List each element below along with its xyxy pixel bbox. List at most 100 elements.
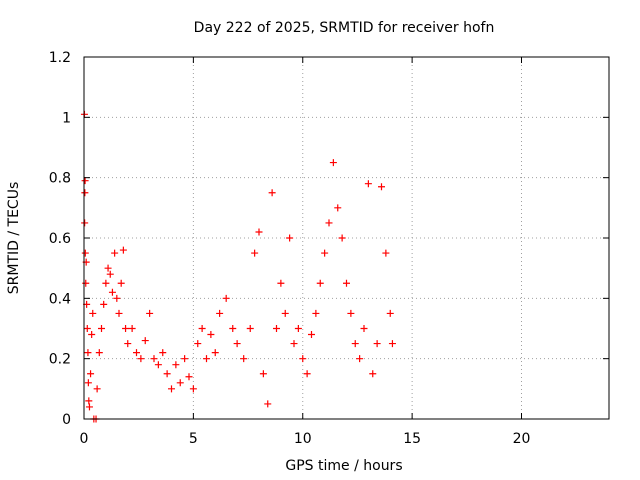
data-point [347,309,355,317]
data-point [185,373,193,381]
tick-labels-layer: 0 0.2 0.4 0.6 0.8 1 1.2 0 5 10 15 20 [49,50,531,447]
data-point [303,370,311,378]
data-point [207,331,215,339]
data-point [268,189,276,197]
y-tick-label: 0.4 [49,291,71,307]
data-point [133,349,140,357]
data-point [104,264,112,272]
data-point [382,249,390,257]
data-point [369,370,377,378]
data-point [81,219,89,227]
data-point [154,361,162,369]
data-point [194,340,202,348]
data-point [98,325,105,332]
data-point [189,385,197,393]
x-tick-label: 0 [80,431,89,447]
data-point [83,325,91,332]
y-axis-label: SRMTID / TECUs [6,182,22,295]
data-point [84,379,92,387]
plot-frame [83,56,610,420]
data-point [294,325,302,332]
chart-title: Day 222 of 2025, SRMTID for receiver hof… [194,20,495,36]
data-point [115,309,123,317]
data-point [150,355,158,363]
y-tick-label: 0.8 [49,171,71,187]
data-point [95,349,103,357]
data-point [119,246,127,254]
data-point [111,249,119,257]
data-point [251,249,259,257]
data-point [321,249,329,257]
data-point [81,189,89,197]
data-point [137,355,145,363]
data-point [128,325,136,332]
data-point [89,309,97,317]
y-tick-label: 0 [62,412,71,428]
data-point [87,370,95,378]
y-tick-label: 0.2 [49,352,71,368]
y-tick-label: 0.6 [49,231,71,247]
data-point [82,279,90,287]
data-point [325,219,333,227]
data-point [308,331,315,339]
data-point [106,270,114,278]
data-point [334,204,342,212]
data-point [203,355,210,363]
data-point [93,385,101,393]
data-points-layer [80,110,396,423]
data-point [168,385,175,393]
data-point [388,340,396,348]
data-point [246,325,254,332]
grid-layer [84,57,609,419]
data-point [255,228,263,236]
x-axis-label: GPS time / hours [285,458,402,474]
data-point [216,309,224,317]
data-point [364,180,372,188]
data-point [181,355,189,363]
data-point [281,309,289,317]
ticks-layer [83,56,609,420]
y-tick-label: 1 [62,110,71,126]
x-tick-label: 15 [403,431,421,447]
data-point [343,279,350,287]
data-point [84,349,92,357]
data-point [117,279,125,287]
x-tick-label: 5 [189,431,198,447]
data-point [122,325,130,332]
data-point [386,309,394,317]
data-point [211,349,219,357]
data-point [176,379,184,387]
data-point [124,340,132,348]
data-point [290,340,298,348]
data-point [240,355,248,363]
data-point [316,279,324,287]
data-point [222,294,230,302]
data-point [163,370,171,378]
data-point [360,325,368,332]
data-point [172,361,180,369]
data-point [286,234,294,242]
data-point [259,370,267,378]
data-point [113,294,121,302]
data-point [81,249,89,257]
data-point [198,325,206,332]
data-point [159,349,167,357]
data-point [312,309,320,317]
data-point [329,159,337,167]
data-point [81,177,89,185]
data-point [85,403,93,411]
data-point [277,279,285,287]
x-tick-label: 20 [513,431,531,447]
data-point [338,234,346,242]
data-point [351,340,359,348]
data-point [102,279,110,287]
data-point [356,355,364,363]
data-point [373,340,381,348]
data-point [146,309,154,317]
data-point [100,300,108,308]
data-point [273,325,280,332]
data-point [233,340,241,348]
data-point [264,400,272,408]
y-tick-label: 1.2 [49,50,71,66]
